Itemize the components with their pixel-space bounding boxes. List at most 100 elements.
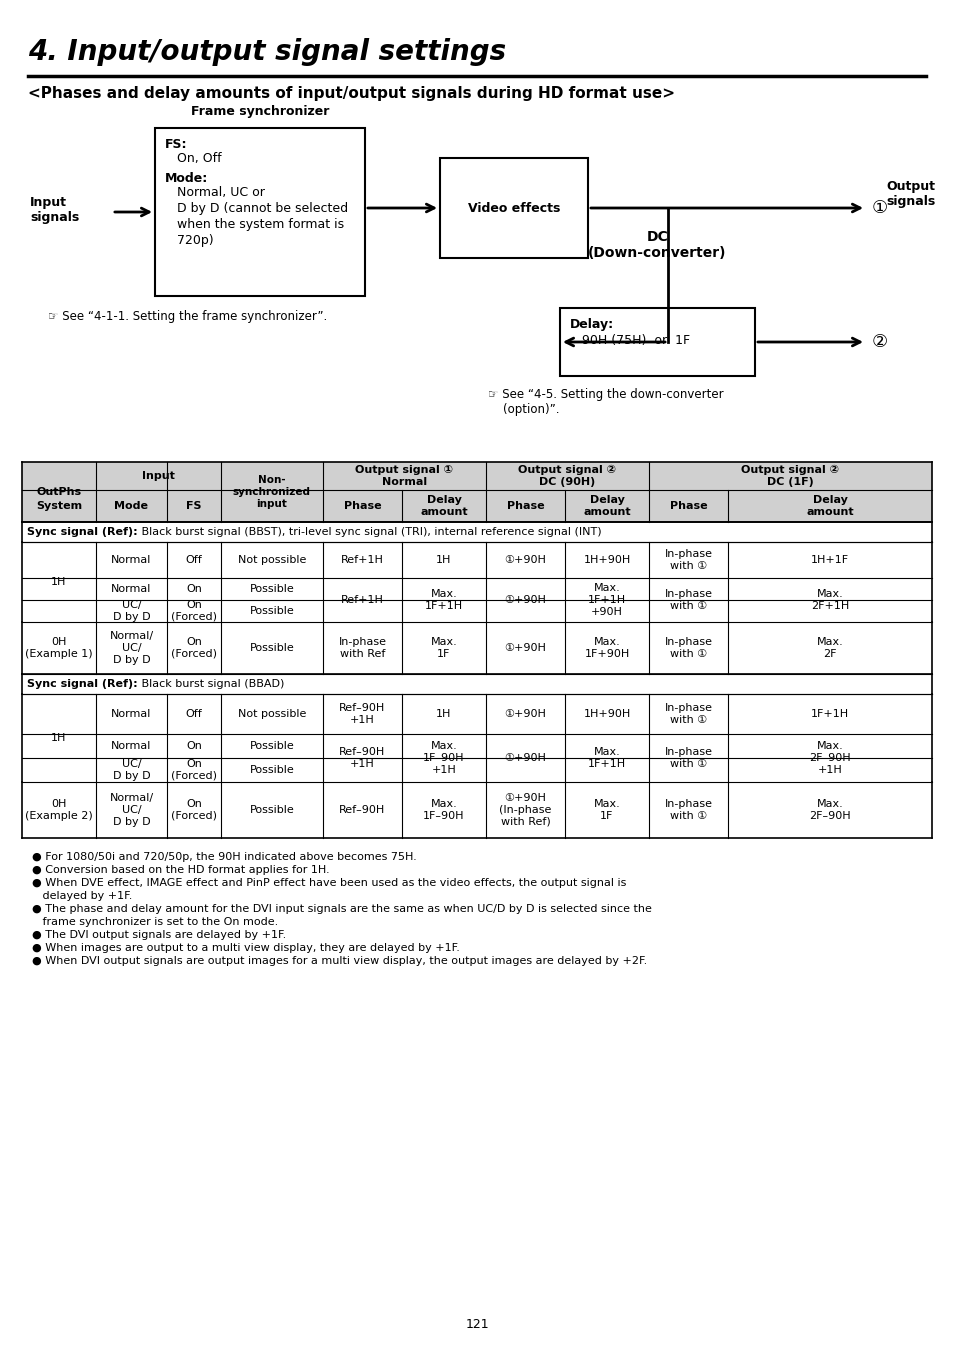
Text: 121: 121 <box>465 1318 488 1330</box>
Text: D by D (cannot be selected: D by D (cannot be selected <box>177 202 348 214</box>
Text: 720p): 720p) <box>177 235 213 247</box>
Text: Off: Off <box>186 709 202 718</box>
Text: ● The phase and delay amount for the DVI input signals are the same as when UC/D: ● The phase and delay amount for the DVI… <box>32 905 651 914</box>
Text: Ref–90H
+1H: Ref–90H +1H <box>339 747 385 768</box>
Text: Mode: Mode <box>114 501 149 511</box>
Text: 1H: 1H <box>436 555 451 565</box>
Text: 1H: 1H <box>51 577 67 586</box>
Text: On
(Forced): On (Forced) <box>171 799 216 821</box>
Text: On: On <box>186 584 202 594</box>
Text: In-phase
with ①: In-phase with ① <box>664 549 712 570</box>
Text: UC/
D by D: UC/ D by D <box>112 759 151 780</box>
Text: Max.
2F–90H
+1H: Max. 2F–90H +1H <box>808 741 850 775</box>
Text: ①+90H: ①+90H <box>504 754 546 763</box>
Text: ①+90H: ①+90H <box>504 643 546 652</box>
Text: In-phase
with ①: In-phase with ① <box>664 638 712 659</box>
Text: ①+90H
(In-phase
with Ref): ①+90H (In-phase with Ref) <box>498 794 551 826</box>
Text: Max.
2F+1H: Max. 2F+1H <box>810 589 848 611</box>
Text: Sync signal (Ref):: Sync signal (Ref): <box>27 679 137 689</box>
Text: Sync signal (Ref):: Sync signal (Ref): <box>27 527 137 537</box>
Text: ①+90H: ①+90H <box>504 555 546 565</box>
Text: 4. Input/output signal settings: 4. Input/output signal settings <box>28 38 506 66</box>
Text: In-phase
with ①: In-phase with ① <box>664 589 712 611</box>
Text: Normal, UC or: Normal, UC or <box>177 186 265 200</box>
Text: 1F+1H: 1F+1H <box>810 709 848 718</box>
Text: Max.
1F–90H
+1H: Max. 1F–90H +1H <box>423 741 464 775</box>
Text: ①+90H: ①+90H <box>504 594 546 605</box>
Text: 0H
(Example 2): 0H (Example 2) <box>25 799 92 821</box>
Text: <Phases and delay amounts of input/output signals during HD format use>: <Phases and delay amounts of input/outpu… <box>28 86 675 101</box>
Text: ①: ① <box>871 200 887 217</box>
Text: when the system format is: when the system format is <box>177 218 344 231</box>
Text: On: On <box>186 741 202 751</box>
Text: Max.
1F–90H: Max. 1F–90H <box>423 799 464 821</box>
Text: ● Conversion based on the HD format applies for 1H.: ● Conversion based on the HD format appl… <box>32 865 330 875</box>
Text: Output signal ②
DC (1F): Output signal ② DC (1F) <box>740 465 839 487</box>
Text: On, Off: On, Off <box>177 152 221 164</box>
Text: 1H: 1H <box>436 709 451 718</box>
Text: frame synchronizer is set to the On mode.: frame synchronizer is set to the On mode… <box>32 917 278 927</box>
Text: Black burst signal (BBAD): Black burst signal (BBAD) <box>137 679 284 689</box>
Text: ☞ See “4-1-1. Setting the frame synchronizer”.: ☞ See “4-1-1. Setting the frame synchron… <box>48 310 327 324</box>
Text: Normal/
UC/
D by D: Normal/ UC/ D by D <box>110 794 153 826</box>
Text: Phase: Phase <box>506 501 544 511</box>
Text: Normal/
UC/
D by D: Normal/ UC/ D by D <box>110 631 153 665</box>
Text: Ref+1H: Ref+1H <box>341 594 383 605</box>
Text: Possible: Possible <box>250 805 294 816</box>
Text: Possible: Possible <box>250 607 294 616</box>
Text: 1H: 1H <box>51 733 67 743</box>
Text: 1H+1F: 1H+1F <box>810 555 848 565</box>
Text: In-phase
with ①: In-phase with ① <box>664 704 712 725</box>
Text: ● When DVE effect, IMAGE effect and PinP effect have been used as the video effe: ● When DVE effect, IMAGE effect and PinP… <box>32 878 626 888</box>
Text: ● When DVI output signals are output images for a multi view display, the output: ● When DVI output signals are output ima… <box>32 956 646 967</box>
Text: 1H+90H: 1H+90H <box>583 709 630 718</box>
Text: Delay:: Delay: <box>569 318 614 332</box>
Text: ● When images are output to a multi view display, they are delayed by +1F.: ● When images are output to a multi view… <box>32 944 459 953</box>
Text: DC
(Down-converter): DC (Down-converter) <box>588 231 726 260</box>
Text: In-phase
with ①: In-phase with ① <box>664 747 712 768</box>
Text: Possible: Possible <box>250 584 294 594</box>
Text: Max.
1F+1H
+90H: Max. 1F+1H +90H <box>587 584 625 616</box>
Text: Delay
amount: Delay amount <box>419 495 467 516</box>
Text: On
(Forced): On (Forced) <box>171 600 216 621</box>
Text: Max.
2F–90H: Max. 2F–90H <box>808 799 850 821</box>
Text: FS: FS <box>186 501 201 511</box>
Text: Video effects: Video effects <box>467 201 559 214</box>
Text: Normal: Normal <box>112 741 152 751</box>
Text: Delay
amount: Delay amount <box>582 495 630 516</box>
Bar <box>559 307 754 376</box>
Text: Possible: Possible <box>250 741 294 751</box>
Text: UC/
D by D: UC/ D by D <box>112 600 151 621</box>
Text: ②: ② <box>871 333 887 350</box>
Text: Delay
amount: Delay amount <box>805 495 853 516</box>
Text: ①+90H: ①+90H <box>504 709 546 718</box>
Text: Not possible: Not possible <box>237 555 306 565</box>
Text: Ref+1H: Ref+1H <box>341 555 383 565</box>
Text: 90H (75H)  or  1F: 90H (75H) or 1F <box>581 334 689 346</box>
Text: Off: Off <box>186 555 202 565</box>
Text: On
(Forced): On (Forced) <box>171 638 216 659</box>
Text: Mode:: Mode: <box>165 173 208 185</box>
Text: Output signal ①
Normal: Output signal ① Normal <box>355 465 453 487</box>
Text: Max.
1F: Max. 1F <box>593 799 619 821</box>
Text: Output
signals: Output signals <box>885 181 934 208</box>
Text: Not possible: Not possible <box>237 709 306 718</box>
Text: ● For 1080/50i and 720/50p, the 90H indicated above becomes 75H.: ● For 1080/50i and 720/50p, the 90H indi… <box>32 852 416 861</box>
Text: Black burst signal (BBST), tri-level sync signal (TRI), internal reference signa: Black burst signal (BBST), tri-level syn… <box>137 527 600 537</box>
Bar <box>22 462 931 522</box>
Text: Output signal ②
DC (90H): Output signal ② DC (90H) <box>518 465 616 487</box>
Text: Max.
1F+1H: Max. 1F+1H <box>587 747 625 768</box>
Text: In-phase
with ①: In-phase with ① <box>664 799 712 821</box>
Text: OutPhs: OutPhs <box>36 487 81 497</box>
Text: Max.
2F: Max. 2F <box>816 638 842 659</box>
Text: ● The DVI output signals are delayed by +1F.: ● The DVI output signals are delayed by … <box>32 930 286 940</box>
Text: Max.
1F: Max. 1F <box>430 638 456 659</box>
Bar <box>22 674 931 694</box>
Text: FS:: FS: <box>165 137 188 151</box>
Text: Possible: Possible <box>250 766 294 775</box>
Text: Possible: Possible <box>250 643 294 652</box>
Text: Ref–90H: Ref–90H <box>339 805 385 816</box>
Text: Max.
1F+1H: Max. 1F+1H <box>424 589 462 611</box>
Text: Normal: Normal <box>112 709 152 718</box>
Text: delayed by +1F.: delayed by +1F. <box>32 891 132 900</box>
